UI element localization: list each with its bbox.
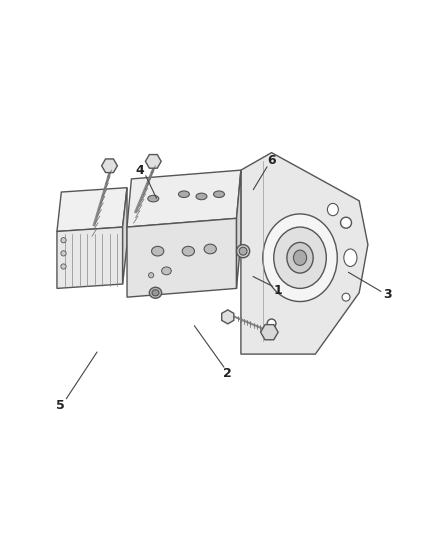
- Ellipse shape: [342, 293, 350, 301]
- Ellipse shape: [239, 247, 247, 255]
- Ellipse shape: [237, 245, 250, 258]
- Polygon shape: [53, 170, 372, 332]
- Ellipse shape: [149, 287, 162, 298]
- Ellipse shape: [182, 246, 194, 256]
- Ellipse shape: [267, 319, 276, 328]
- Text: 6: 6: [267, 154, 276, 167]
- Ellipse shape: [148, 195, 159, 202]
- Ellipse shape: [61, 251, 66, 256]
- Polygon shape: [123, 188, 127, 284]
- Ellipse shape: [196, 193, 207, 200]
- Ellipse shape: [214, 191, 224, 198]
- Ellipse shape: [344, 249, 357, 266]
- Ellipse shape: [152, 290, 159, 296]
- Polygon shape: [127, 170, 241, 227]
- Ellipse shape: [148, 273, 154, 278]
- Polygon shape: [57, 188, 127, 231]
- Ellipse shape: [341, 217, 352, 228]
- Ellipse shape: [204, 244, 216, 254]
- Text: 1: 1: [274, 284, 283, 297]
- Ellipse shape: [162, 267, 171, 275]
- Text: 4: 4: [136, 164, 145, 176]
- Polygon shape: [57, 227, 123, 288]
- Ellipse shape: [293, 250, 307, 265]
- Ellipse shape: [327, 204, 338, 216]
- Text: 2: 2: [223, 367, 232, 381]
- Ellipse shape: [152, 246, 164, 256]
- Text: 5: 5: [56, 399, 65, 413]
- Polygon shape: [241, 152, 368, 354]
- Ellipse shape: [61, 238, 66, 243]
- Polygon shape: [127, 219, 237, 297]
- Ellipse shape: [274, 227, 326, 288]
- Ellipse shape: [61, 264, 66, 269]
- Ellipse shape: [263, 214, 337, 302]
- Polygon shape: [237, 170, 241, 288]
- Text: 3: 3: [383, 288, 392, 302]
- Ellipse shape: [178, 191, 189, 198]
- Ellipse shape: [287, 243, 313, 273]
